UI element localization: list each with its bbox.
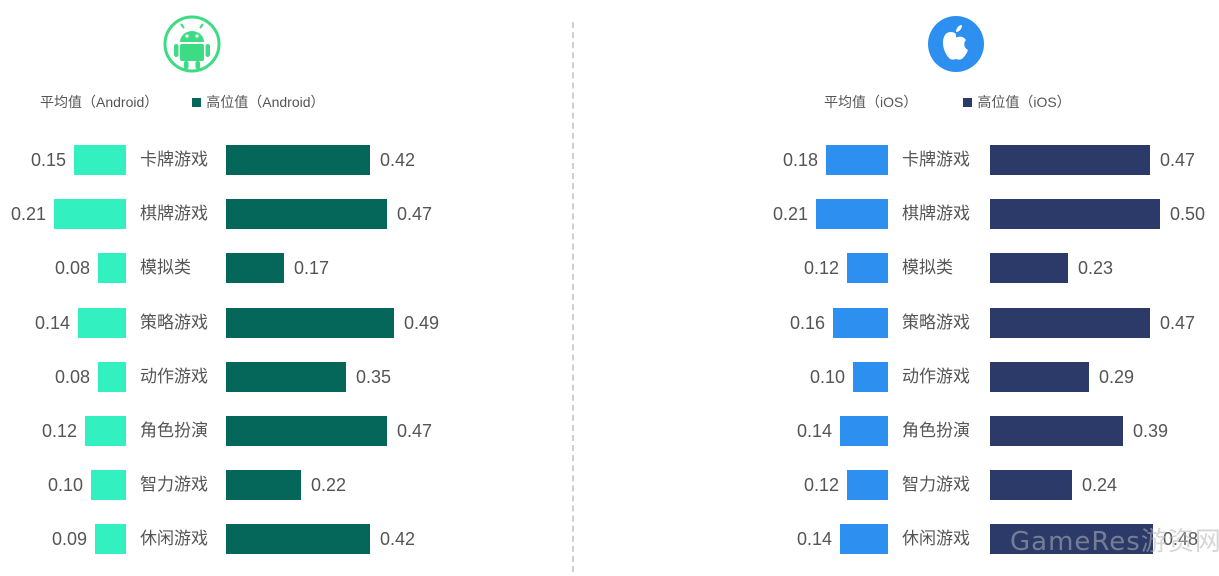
value-label-high-ios: 0.50: [1170, 204, 1206, 224]
category-label-ios: 策略游戏: [902, 313, 970, 332]
bar-average-ios: [847, 470, 888, 500]
legend-item-high-android: 高位值（Android）: [192, 92, 325, 112]
legend-label-average-ios: 平均值（iOS）: [824, 94, 918, 110]
bar-average-android: [54, 199, 126, 229]
value-label-high-ios: 0.23: [1078, 258, 1114, 278]
bar-average-ios: [847, 253, 888, 283]
legend-android: 平均值（Android） 高位值（Android）: [40, 92, 325, 112]
bar-high-android: [226, 253, 284, 283]
category-label-android: 卡牌游戏: [140, 150, 208, 169]
bar-high-ios: [990, 470, 1072, 500]
bar-high-android: [226, 416, 387, 446]
bar-average-android: [74, 145, 126, 175]
category-label-ios: 智力游戏: [902, 475, 970, 494]
value-label-high-android: 0.47: [397, 421, 433, 441]
bar-high-android: [226, 362, 346, 392]
legend-label-average-android: 平均值（Android）: [40, 94, 159, 110]
category-label-android: 模拟类: [140, 258, 191, 277]
value-label-average-ios: 0.14: [796, 529, 832, 549]
bar-high-android: [226, 524, 370, 554]
category-label-ios: 模拟类: [902, 258, 953, 277]
bar-high-ios: [990, 308, 1150, 338]
apple-icon: [926, 14, 986, 74]
value-label-average-android: 0.10: [47, 475, 83, 495]
legend-label-high-ios: 高位值（iOS）: [977, 94, 1071, 110]
value-label-high-ios: 0.47: [1160, 313, 1196, 333]
bar-average-android: [91, 470, 126, 500]
bar-high-ios: [990, 253, 1068, 283]
value-label-average-android: 0.08: [54, 367, 90, 387]
bar-average-android: [95, 524, 126, 554]
value-label-average-ios: 0.18: [782, 150, 818, 170]
bar-average-ios: [833, 308, 888, 338]
value-label-average-ios: 0.16: [789, 313, 825, 333]
panel-divider: [572, 22, 574, 572]
bar-average-android: [98, 362, 126, 392]
value-label-average-android: 0.14: [34, 313, 70, 333]
value-label-average-android: 0.15: [30, 150, 66, 170]
value-label-average-ios: 0.14: [796, 421, 832, 441]
value-label-high-ios: 0.29: [1099, 367, 1135, 387]
bar-average-ios: [853, 362, 888, 392]
bar-average-android: [78, 308, 126, 338]
watermark: GameRes游资网: [1010, 527, 1219, 557]
category-label-ios: 角色扮演: [902, 421, 970, 440]
bar-high-android: [226, 145, 370, 175]
legend-item-high-ios: 高位值（iOS）: [963, 92, 1071, 112]
value-label-high-android: 0.17: [294, 258, 330, 278]
value-label-high-android: 0.47: [397, 204, 433, 224]
category-label-android: 动作游戏: [140, 367, 208, 386]
value-label-average-android: 0.12: [41, 421, 77, 441]
legend-swatch-high-android: [192, 97, 202, 107]
category-label-android: 休闲游戏: [140, 529, 208, 548]
bar-average-ios: [840, 416, 888, 446]
android-icon: [162, 14, 222, 74]
bar-high-ios: [990, 524, 1153, 554]
category-label-ios: 棋牌游戏: [902, 204, 970, 223]
value-label-average-android: 0.08: [54, 258, 90, 278]
category-label-ios: 动作游戏: [902, 367, 970, 386]
legend-ios: 平均值（iOS） 高位值（iOS）: [824, 92, 1071, 112]
value-label-high-android: 0.35: [356, 367, 392, 387]
category-label-android: 策略游戏: [140, 313, 208, 332]
bar-average-ios: [826, 145, 888, 175]
legend-item-average-ios: 平均值（iOS）: [824, 92, 917, 112]
value-label-high-ios: 0.48: [1163, 529, 1199, 549]
value-label-average-ios: 0.12: [803, 475, 839, 495]
value-label-average-ios: 0.12: [803, 258, 839, 278]
value-label-high-android: 0.42: [380, 150, 416, 170]
category-label-ios: 休闲游戏: [902, 529, 970, 548]
bar-average-android: [85, 416, 126, 446]
bar-average-ios: [816, 199, 888, 229]
value-label-high-ios: 0.24: [1082, 475, 1118, 495]
value-label-high-android: 0.42: [380, 529, 416, 549]
category-label-android: 智力游戏: [140, 475, 208, 494]
bar-high-ios: [990, 199, 1160, 229]
value-label-average-android: 0.09: [51, 529, 87, 549]
value-label-average-ios: 0.10: [809, 367, 845, 387]
bar-high-ios: [990, 362, 1089, 392]
category-label-android: 角色扮演: [140, 421, 208, 440]
bar-high-ios: [990, 416, 1123, 446]
value-label-average-ios: 0.21: [772, 204, 808, 224]
category-label-ios: 卡牌游戏: [902, 150, 970, 169]
bar-average-ios: [840, 524, 888, 554]
legend-item-average-android: 平均值（Android）: [40, 92, 158, 112]
bar-average-android: [98, 253, 126, 283]
legend-label-high-android: 高位值（Android）: [206, 94, 325, 110]
bar-high-ios: [990, 145, 1150, 175]
legend-swatch-high-ios: [963, 97, 973, 107]
bar-high-android: [226, 199, 387, 229]
value-label-high-android: 0.49: [404, 313, 440, 333]
value-label-high-ios: 0.47: [1160, 150, 1196, 170]
category-label-android: 棋牌游戏: [140, 204, 208, 223]
bar-high-android: [226, 470, 301, 500]
value-label-high-android: 0.22: [311, 475, 347, 495]
bar-high-android: [226, 308, 394, 338]
value-label-average-android: 0.21: [10, 204, 46, 224]
value-label-high-ios: 0.39: [1133, 421, 1169, 441]
